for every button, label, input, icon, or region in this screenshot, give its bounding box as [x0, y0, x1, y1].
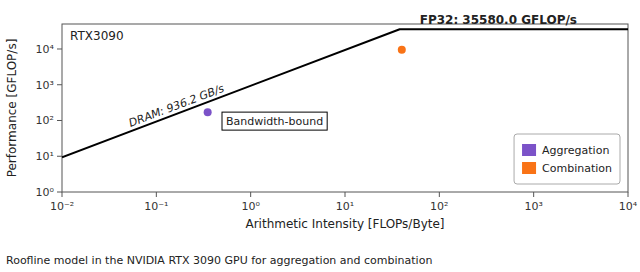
x-tick	[628, 192, 629, 197]
y-tick-label: 10²	[36, 114, 54, 127]
x-tick-label: 10⁴	[619, 200, 638, 213]
y-tick	[57, 84, 62, 85]
axes: 10⁻² 10⁻¹ 10⁰ 10¹ 10² 10³ 10⁴ 10⁰ 10¹ 10² 10³ 10⁴	[36, 43, 638, 213]
x-tick	[250, 192, 251, 197]
annotation-box: Bandwidth-bound	[222, 112, 327, 130]
title: RTX3090	[70, 29, 124, 43]
point	[398, 46, 406, 54]
legend-entry: Combination	[542, 162, 612, 175]
legend-entry: Aggregation	[542, 144, 609, 157]
x-tick	[439, 192, 440, 197]
legend-swatch	[522, 162, 536, 174]
x-tick	[533, 192, 534, 197]
y-tick-label: 10¹	[36, 150, 54, 163]
point	[204, 108, 212, 116]
x-tick-label: 10¹	[336, 200, 354, 213]
y-tick	[57, 192, 62, 193]
y-tick	[57, 48, 62, 49]
legend-swatch	[522, 144, 536, 156]
legend: Aggregation Combination	[514, 134, 620, 184]
y-tick-label: 10³	[36, 79, 54, 92]
x-tick	[62, 192, 63, 197]
x-tick	[345, 192, 346, 197]
y-tick-label: 10⁴	[36, 43, 55, 56]
caption: Roofline model in the NVIDIA RTX 3090 GP…	[6, 254, 432, 267]
x-tick	[156, 192, 157, 197]
annotation-frame	[222, 112, 327, 130]
y-tick	[57, 120, 62, 121]
x-tick-label: 10⁻²	[50, 200, 74, 213]
plot-frame	[62, 24, 628, 192]
x-tick-label: 10³	[524, 200, 542, 213]
annotation: FP32: 35580.0 GFLOP/s	[420, 13, 577, 27]
x-tick-label: 10⁰	[241, 200, 260, 213]
x-tick-label: 10⁻¹	[144, 200, 168, 213]
y-tick-label: 10⁰	[36, 186, 55, 199]
y-tick	[57, 156, 62, 157]
chart: 10⁻² 10⁻¹ 10⁰ 10¹ 10² 10³ 10⁴ 10⁰ 10¹ 10² 10³ 10⁴ Ar…	[0, 0, 640, 272]
legend-frame	[514, 134, 620, 184]
annotation: Bandwidth-bound	[226, 115, 323, 128]
x-axis-label: Arithmetic Intensity [FLOPs/Byte]	[245, 217, 444, 231]
y-axis-label: Performance [GFLOP/s]	[5, 39, 19, 178]
x-tick-label: 10²	[430, 200, 448, 213]
annotation: DRAM: 936.2 GB/s	[127, 82, 226, 130]
